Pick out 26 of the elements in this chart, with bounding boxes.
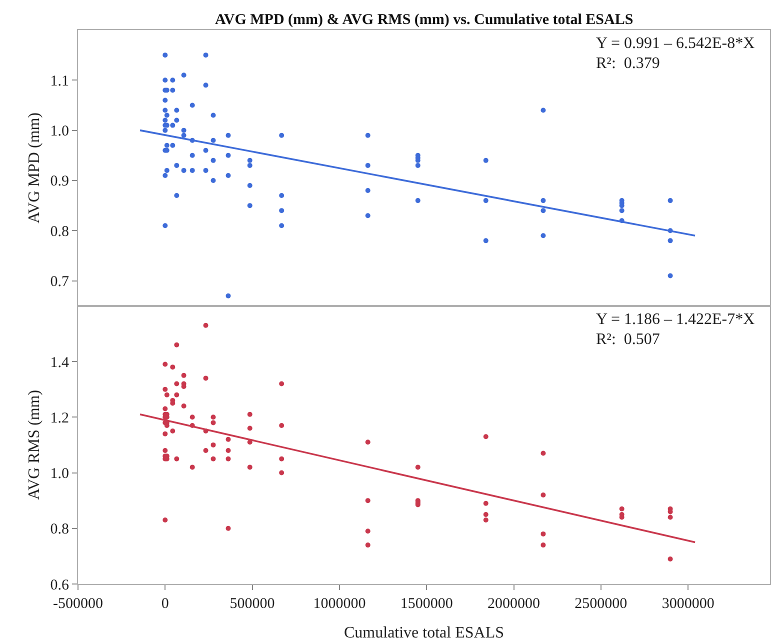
annotation: Y = 0.991 – 6.542E-8*X [596, 35, 756, 52]
y-tick-label: 0.9 [50, 174, 69, 190]
x-tick-label: -500000 [53, 596, 103, 612]
y-tick-label: 1.4 [50, 354, 70, 371]
x-tick-label: 1500000 [400, 596, 453, 612]
annotation: R²: 0.379 [596, 55, 660, 72]
y-axis-title: AVG RMS (mm) [26, 390, 44, 500]
x-tick-label: 0 [161, 596, 169, 612]
y-axis-title: AVG MPD (mm) [26, 112, 44, 224]
y-tick-label: 1.2 [50, 410, 69, 426]
annotation: Y = 1.186 – 1.422E-7*X [596, 311, 756, 328]
x-tick-label: 3000000 [662, 596, 714, 612]
x-tick-label: 1000000 [313, 596, 366, 612]
x-axis-title: Cumulative total ESALS [344, 624, 504, 642]
y-tick-label: 0.8 [50, 522, 69, 538]
x-tick-label: 2500000 [574, 596, 628, 612]
y-tick-label: 0.6 [50, 577, 70, 594]
y-tick-label: 0.8 [50, 224, 69, 240]
y-tick-label: 1.0 [50, 466, 69, 482]
y-tick-label: 0.7 [50, 274, 70, 290]
chart-title: AVG MPD (mm) & AVG RMS (mm) vs. Cumulative total ESALS [215, 12, 634, 28]
y-tick-label: 1.1 [50, 73, 69, 90]
x-tick-label: 2000000 [488, 596, 540, 612]
y-tick-label: 1.0 [50, 124, 69, 140]
annotation: R²: 0.507 [596, 331, 660, 348]
x-tick-label: 500000 [230, 596, 275, 612]
